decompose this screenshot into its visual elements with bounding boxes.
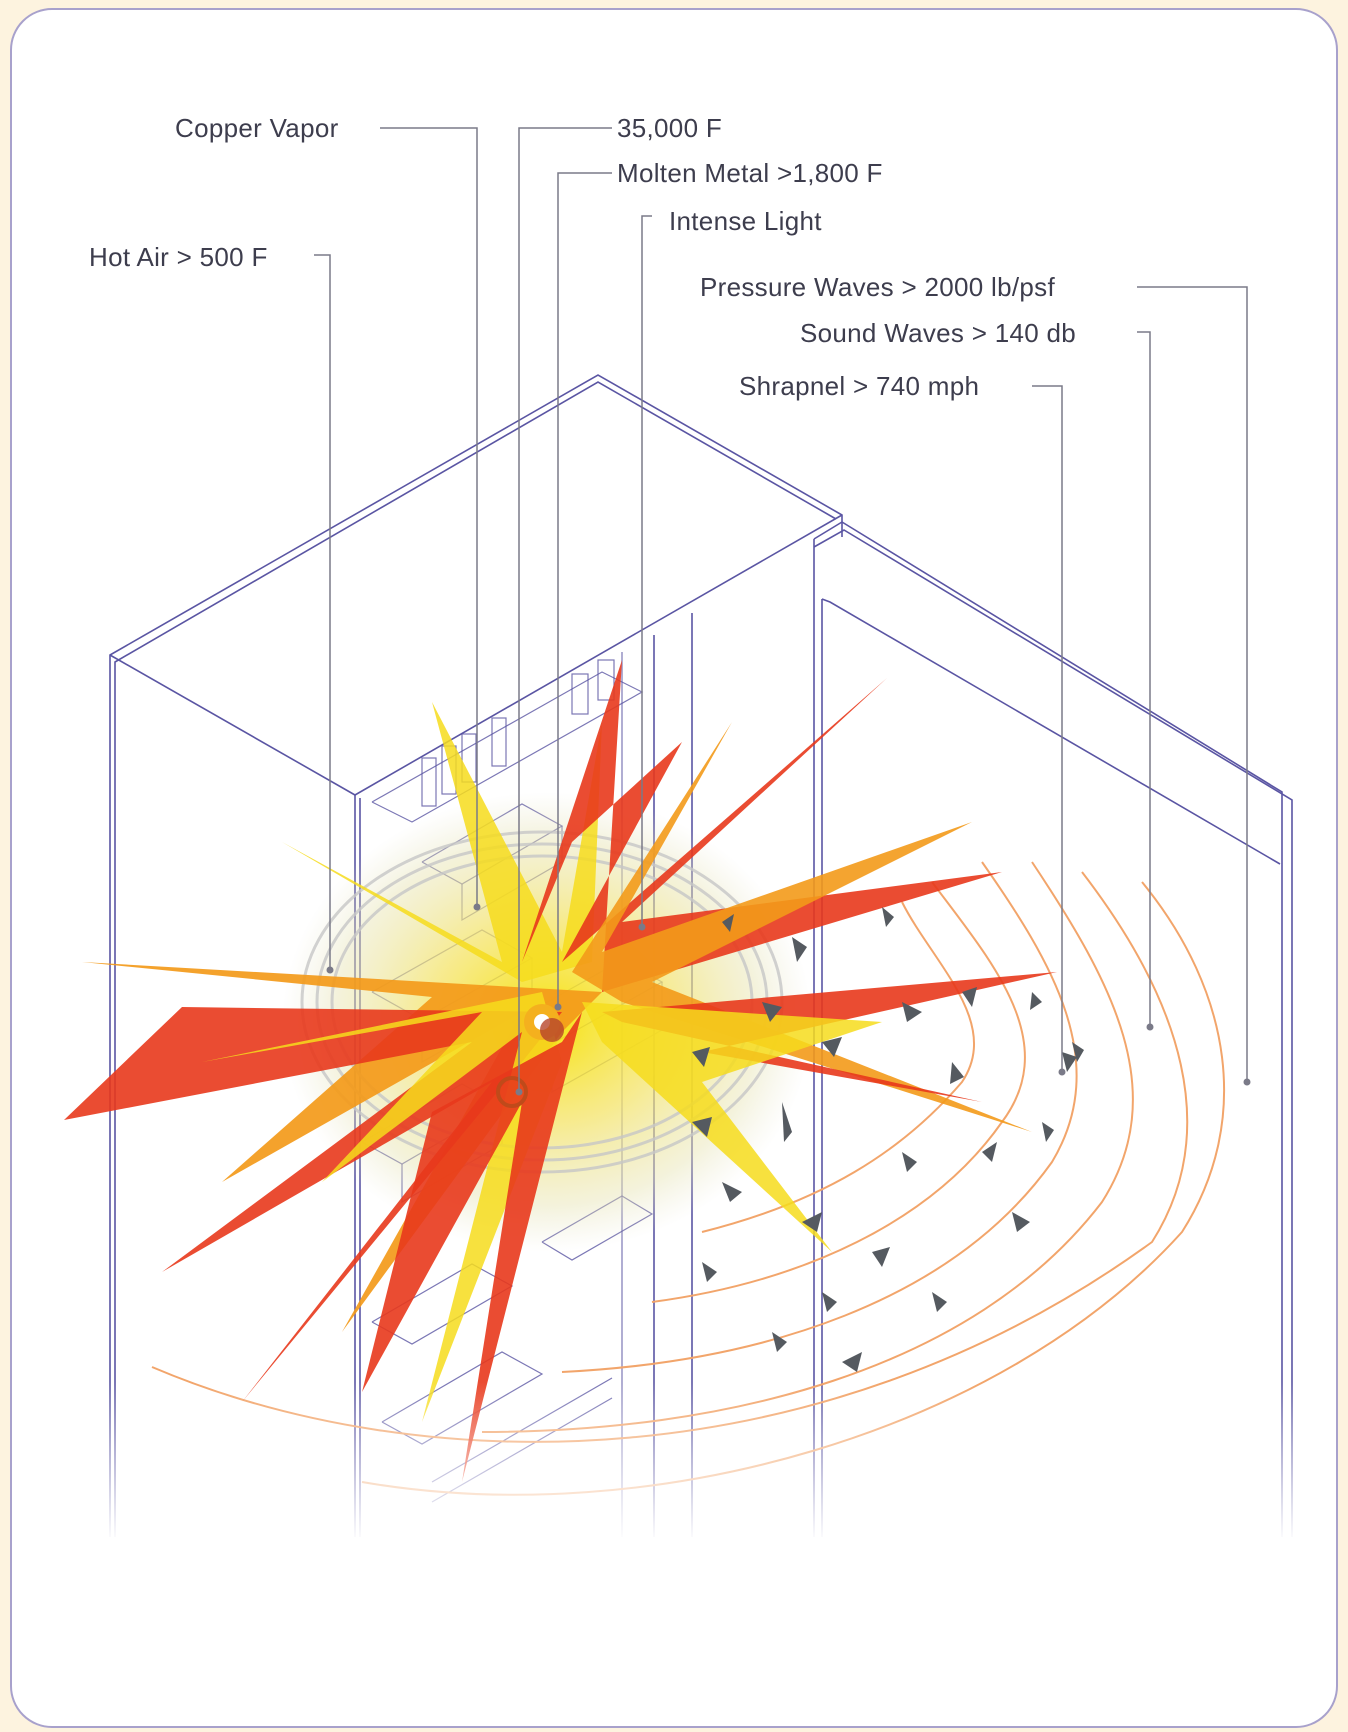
arc-spark-center — [496, 1004, 564, 1108]
leader-intense-light — [641, 215, 652, 927]
flame-orange-top — [572, 722, 1032, 1132]
leader-copper-vapor — [380, 127, 478, 907]
label-35000f: 35,000 F — [617, 113, 723, 143]
leader-pressure-waves — [1137, 286, 1248, 1082]
leader-lines — [314, 127, 1248, 1092]
flame-yellow-top — [282, 702, 602, 982]
label-molten-metal: Molten Metal >1,800 F — [617, 158, 883, 188]
leader-sound-waves — [1137, 331, 1151, 1027]
shrapnel-fragments — [692, 907, 1084, 1372]
diagram-frame: Copper Vapor 35,000 F Molten Metal >1,80… — [10, 8, 1338, 1728]
label-intense-light: Intense Light — [669, 206, 822, 236]
flame-red-bottom — [362, 1012, 582, 1482]
label-shrapnel: Shrapnel > 740 mph — [739, 371, 980, 401]
leader-35000f — [518, 127, 612, 1092]
flame-orange-left — [82, 962, 602, 1332]
flame-red-left — [64, 1007, 562, 1402]
flame-yellow-left — [202, 992, 562, 1422]
leader-dots — [326, 903, 1251, 1096]
leader-molten-metal — [557, 172, 612, 1007]
label-hot-air: Hot Air > 500 F — [89, 242, 268, 272]
arc-flash-illustration — [12, 127, 1336, 1542]
label-pressure-waves: Pressure Waves > 2000 lb/psf — [700, 272, 1055, 302]
label-copper-vapor: Copper Vapor — [175, 113, 339, 143]
leader-shrapnel — [1032, 385, 1063, 1072]
label-sound-waves: Sound Waves > 140 db — [800, 318, 1077, 348]
leader-hot-air — [314, 254, 331, 970]
arc-flames — [64, 660, 1057, 1482]
flame-yellow-right — [582, 1002, 882, 1252]
flame-red-right — [602, 972, 1057, 1102]
